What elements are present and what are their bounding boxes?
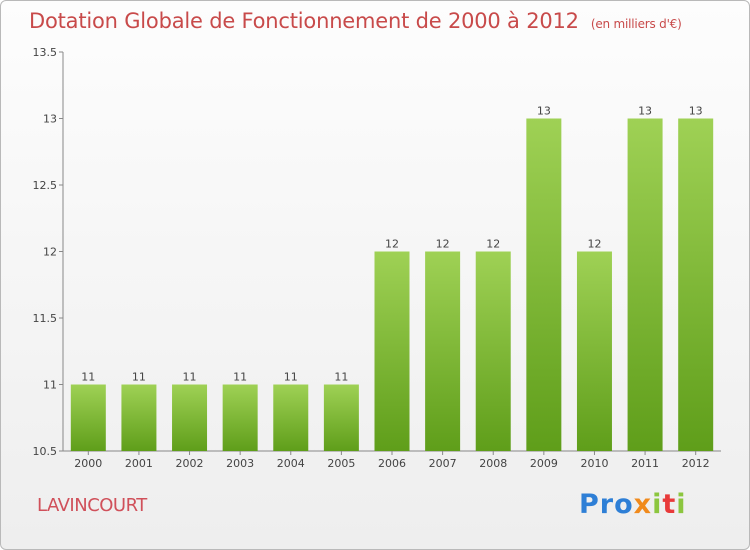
x-tick-label: 2005 xyxy=(327,457,355,470)
bar-value-label: 12 xyxy=(587,238,601,251)
bar-value-label: 13 xyxy=(537,105,551,118)
y-tick-label: 12.5 xyxy=(33,179,58,192)
logo-part-1: Pro xyxy=(579,489,634,520)
bar xyxy=(475,251,511,451)
x-tick-label: 2006 xyxy=(378,457,406,470)
bar xyxy=(323,384,359,451)
bar-value-label: 11 xyxy=(233,371,247,384)
bar-value-label: 12 xyxy=(486,238,500,251)
bar xyxy=(526,118,562,451)
x-tick-label: 2011 xyxy=(631,457,659,470)
y-tick-label: 13 xyxy=(43,113,57,126)
bar xyxy=(627,118,663,451)
logo-part-2: x xyxy=(633,489,653,520)
bar-value-label: 11 xyxy=(132,371,146,384)
chart-unit-label: (en milliers d'€) xyxy=(590,17,682,31)
logo-part-5: i xyxy=(676,489,687,520)
y-tick-label: 10.5 xyxy=(33,445,58,458)
bar xyxy=(172,384,208,451)
x-tick-label: 2010 xyxy=(580,457,608,470)
bar-value-label: 13 xyxy=(638,105,652,118)
commune-name: LAVINCOURT xyxy=(37,495,147,516)
bar xyxy=(678,118,714,451)
y-tick-label: 13.5 xyxy=(33,46,58,59)
y-tick-label: 11.5 xyxy=(33,312,58,325)
bar xyxy=(273,384,309,451)
x-tick-label: 2012 xyxy=(682,457,710,470)
x-tick-label: 2002 xyxy=(176,457,204,470)
bar-value-label: 12 xyxy=(385,238,399,251)
bar-value-label: 11 xyxy=(183,371,197,384)
x-tick-label: 2007 xyxy=(429,457,457,470)
x-tick-label: 2000 xyxy=(74,457,102,470)
logo-part-3: i xyxy=(652,489,663,520)
bar xyxy=(70,384,106,451)
bar-value-label: 11 xyxy=(81,371,95,384)
bar-value-label: 11 xyxy=(334,371,348,384)
logo-part-4: t xyxy=(662,489,677,520)
x-tick-label: 2004 xyxy=(277,457,305,470)
bar xyxy=(374,251,410,451)
bar xyxy=(576,251,612,451)
proxiti-logo: Proxiti xyxy=(579,489,687,520)
bar xyxy=(121,384,157,451)
y-tick-label: 12 xyxy=(43,246,57,259)
x-tick-label: 2003 xyxy=(226,457,254,470)
x-tick-label: 2008 xyxy=(479,457,507,470)
bar xyxy=(222,384,258,451)
x-tick-label: 2009 xyxy=(530,457,558,470)
bar-value-label: 13 xyxy=(689,105,703,118)
y-tick-label: 11 xyxy=(43,379,57,392)
bar xyxy=(425,251,461,451)
chart-title-text: Dotation Globale de Fonctionnement de 20… xyxy=(29,9,579,33)
bar-value-label: 11 xyxy=(284,371,298,384)
x-tick-label: 2001 xyxy=(125,457,153,470)
chart-title: Dotation Globale de Fonctionnement de 20… xyxy=(29,9,682,33)
bar-value-label: 12 xyxy=(436,238,450,251)
